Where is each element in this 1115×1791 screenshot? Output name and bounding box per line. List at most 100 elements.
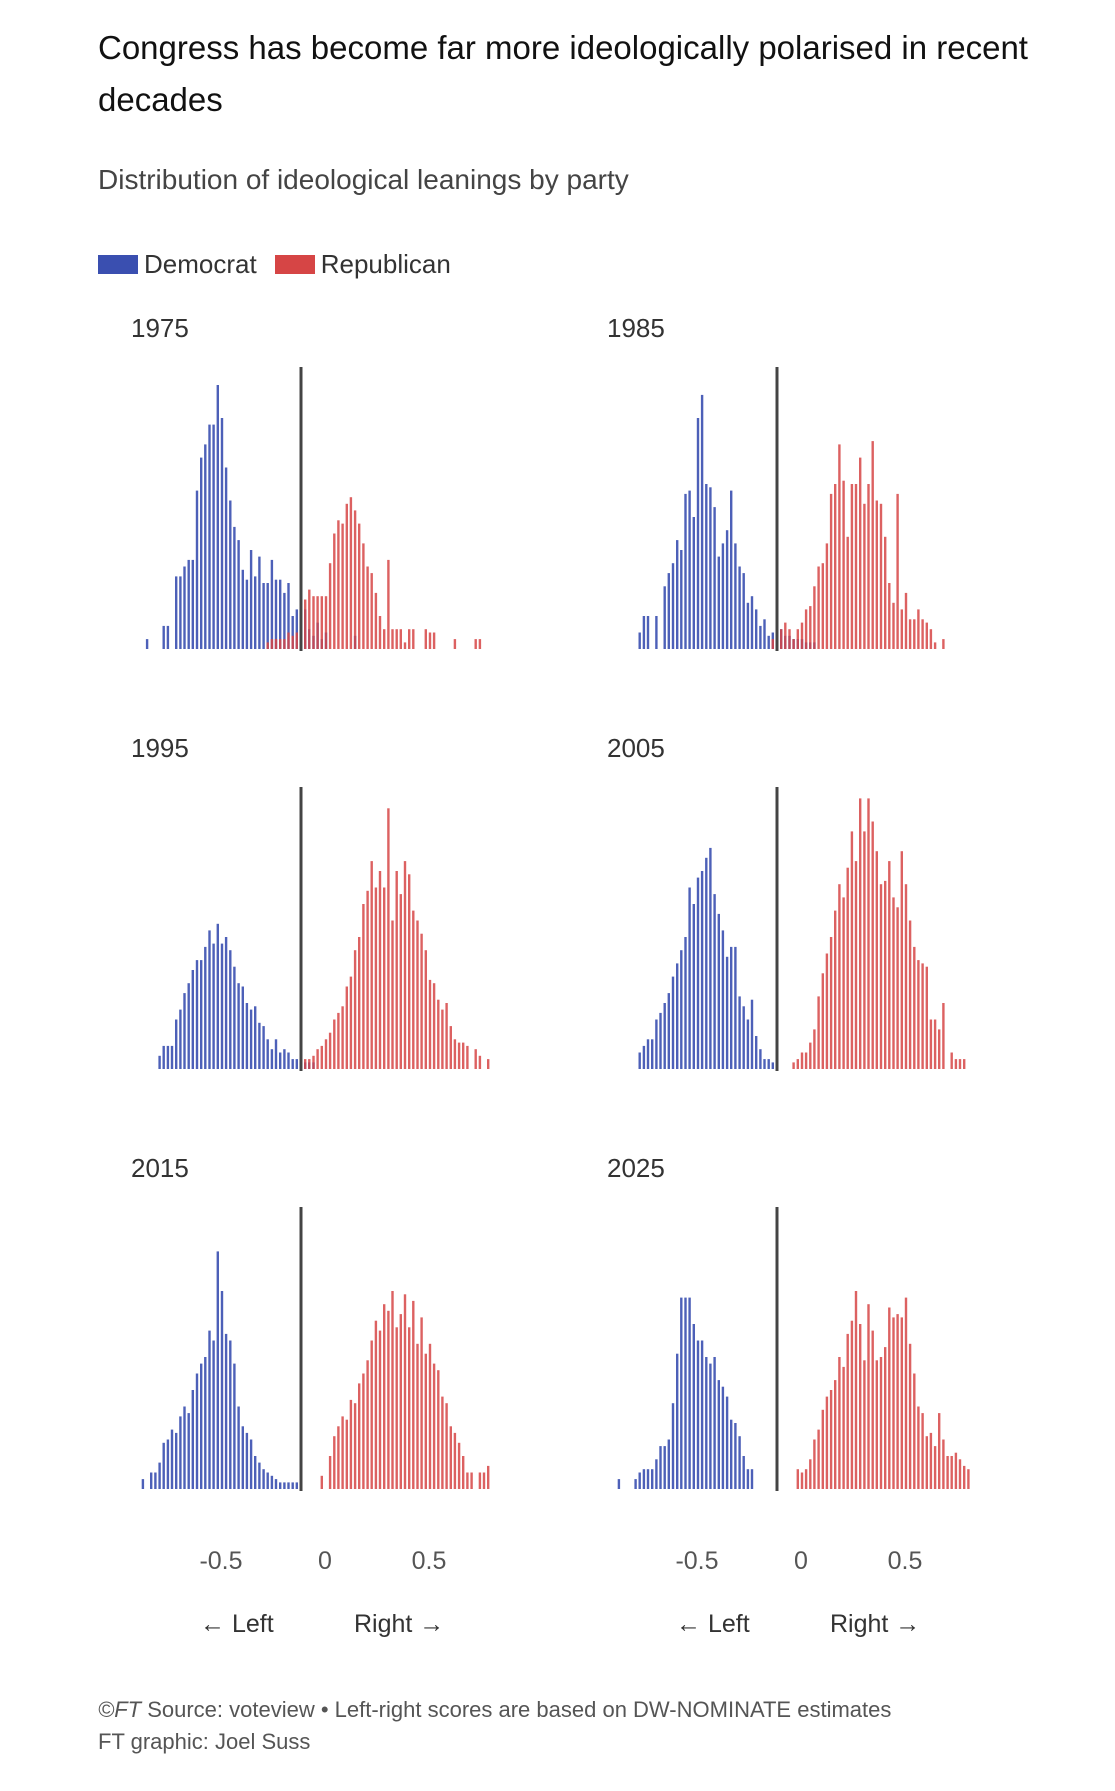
bar-republican <box>834 910 837 1069</box>
direction-left-label: ← Left <box>676 1610 750 1638</box>
bar-republican <box>279 639 282 649</box>
bar-republican <box>453 1432 457 1489</box>
direction-right-label: Right → <box>830 1610 921 1638</box>
legend-label-democrat: Democrat <box>144 249 257 279</box>
bar-democrat <box>270 559 274 649</box>
bar-democrat <box>150 1472 153 1489</box>
bar-republican <box>474 639 477 649</box>
bar-republican <box>879 503 883 649</box>
series-republican <box>796 1291 970 1489</box>
bar-democrat <box>279 1482 282 1489</box>
bar-republican <box>879 1357 883 1489</box>
bar-republican <box>333 1436 336 1489</box>
bar-democrat <box>705 1357 708 1489</box>
direction-right-label: Right → <box>354 1610 445 1638</box>
bar-republican <box>867 798 870 1069</box>
bar-republican <box>295 632 298 649</box>
histogram-1985 <box>638 367 945 651</box>
bar-democrat <box>220 418 224 649</box>
bar-democrat <box>763 619 766 649</box>
bar-democrat <box>659 1012 662 1069</box>
histogram-2015 <box>141 1207 490 1491</box>
series-democrat <box>145 385 357 649</box>
bar-republican <box>875 500 878 649</box>
bar-democrat <box>274 579 278 649</box>
bar-republican <box>834 1380 837 1489</box>
bar-republican <box>445 1403 448 1489</box>
bar-democrat <box>725 1396 729 1489</box>
bar-democrat <box>746 1469 750 1489</box>
bar-republican <box>420 933 423 1069</box>
bar-republican <box>412 1300 415 1489</box>
series-republican <box>775 798 966 1069</box>
bar-republican <box>345 986 348 1069</box>
series-democrat <box>638 847 774 1069</box>
bar-republican <box>892 1317 895 1489</box>
bar-republican <box>478 1055 482 1069</box>
bar-democrat <box>287 1482 290 1489</box>
bar-democrat <box>638 632 641 649</box>
bar-democrat <box>154 1472 157 1489</box>
bar-republican <box>291 635 294 649</box>
bar-democrat <box>759 625 762 649</box>
bar-democrat <box>725 956 729 1069</box>
bar-democrat <box>204 1357 207 1489</box>
bar-republican <box>462 1042 465 1069</box>
bar-republican <box>353 1403 357 1489</box>
legend-swatch-democrat <box>98 255 138 274</box>
bar-democrat <box>725 530 729 649</box>
bar-democrat <box>651 1039 654 1069</box>
bar-republican <box>884 880 887 1069</box>
bar-democrat <box>195 1373 199 1489</box>
bar-democrat <box>183 993 186 1069</box>
bar-republican <box>938 1413 941 1489</box>
bar-republican <box>925 622 928 649</box>
bar-republican <box>374 1320 378 1489</box>
bar-republican <box>792 639 795 649</box>
bar-republican <box>884 1347 887 1489</box>
bar-democrat <box>183 1406 186 1489</box>
bar-republican <box>378 616 382 649</box>
bar-democrat <box>688 1297 691 1489</box>
bar-republican <box>266 642 269 649</box>
bar-democrat <box>254 1456 257 1489</box>
bar-republican <box>316 596 319 649</box>
bar-democrat <box>680 1297 683 1489</box>
bar-republican <box>383 887 386 1069</box>
bar-republican <box>316 1049 319 1069</box>
bar-democrat <box>162 1045 165 1069</box>
bar-democrat <box>700 871 704 1069</box>
bar-republican <box>457 1442 461 1489</box>
bar-republican <box>308 1059 311 1069</box>
bar-republican <box>954 1059 958 1069</box>
bar-republican <box>933 1019 937 1069</box>
series-democrat <box>158 923 315 1069</box>
bar-republican <box>925 966 928 1069</box>
bar-republican <box>270 639 274 649</box>
bar-democrat <box>696 418 700 649</box>
bar-republican <box>854 1291 858 1489</box>
bar-democrat <box>663 1446 666 1489</box>
bar-republican <box>933 1446 937 1489</box>
bar-republican <box>457 1042 461 1069</box>
bar-republican <box>908 619 912 649</box>
bar-republican <box>829 937 833 1069</box>
bar-republican <box>771 639 774 649</box>
bar-democrat <box>692 1324 695 1489</box>
bar-republican <box>482 1472 486 1489</box>
bar-democrat <box>750 1469 754 1489</box>
bar-democrat <box>274 1039 278 1069</box>
bar-republican <box>904 1297 908 1489</box>
footer: ©FT Source: voteview • Left-right scores… <box>98 1694 891 1758</box>
bar-democrat <box>179 576 182 649</box>
bar-republican <box>921 963 924 1069</box>
bar-republican <box>884 536 887 649</box>
bar-republican <box>817 566 820 649</box>
panel-year-label: 2015 <box>131 1153 189 1183</box>
bar-republican <box>466 1045 469 1069</box>
bar-democrat <box>692 904 695 1069</box>
x-tick-right-05: 0.5 <box>887 1547 923 1575</box>
bar-republican <box>374 887 378 1069</box>
bar-democrat <box>270 1475 274 1489</box>
bar-republican <box>474 1049 477 1069</box>
